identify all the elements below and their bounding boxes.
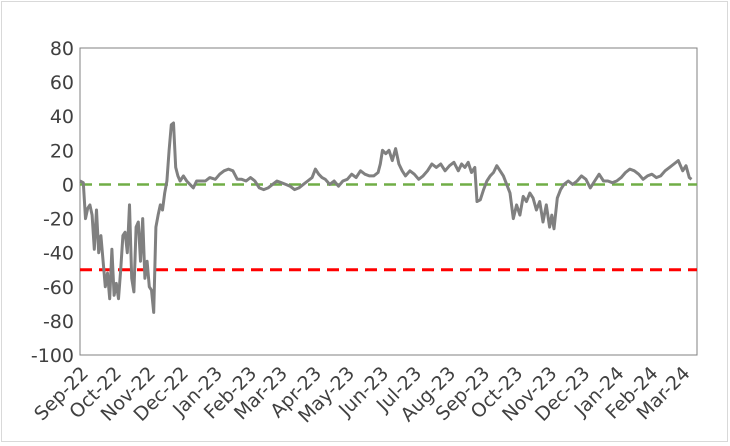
y-tick-label: -80 — [43, 311, 74, 333]
y-tick-label: -100 — [31, 345, 74, 367]
plot-area — [79, 47, 698, 356]
y-tick-label: -20 — [43, 209, 74, 231]
series-line — [79, 121, 693, 314]
y-tick-label: 0 — [62, 174, 74, 196]
y-tick-label: 80 — [50, 38, 74, 60]
y-tick-label: -40 — [43, 243, 74, 265]
y-tick-label: 40 — [50, 106, 74, 128]
y-tick-label: -60 — [43, 277, 74, 299]
y-tick-label: 60 — [50, 72, 74, 94]
y-tick-label: 20 — [50, 140, 74, 162]
